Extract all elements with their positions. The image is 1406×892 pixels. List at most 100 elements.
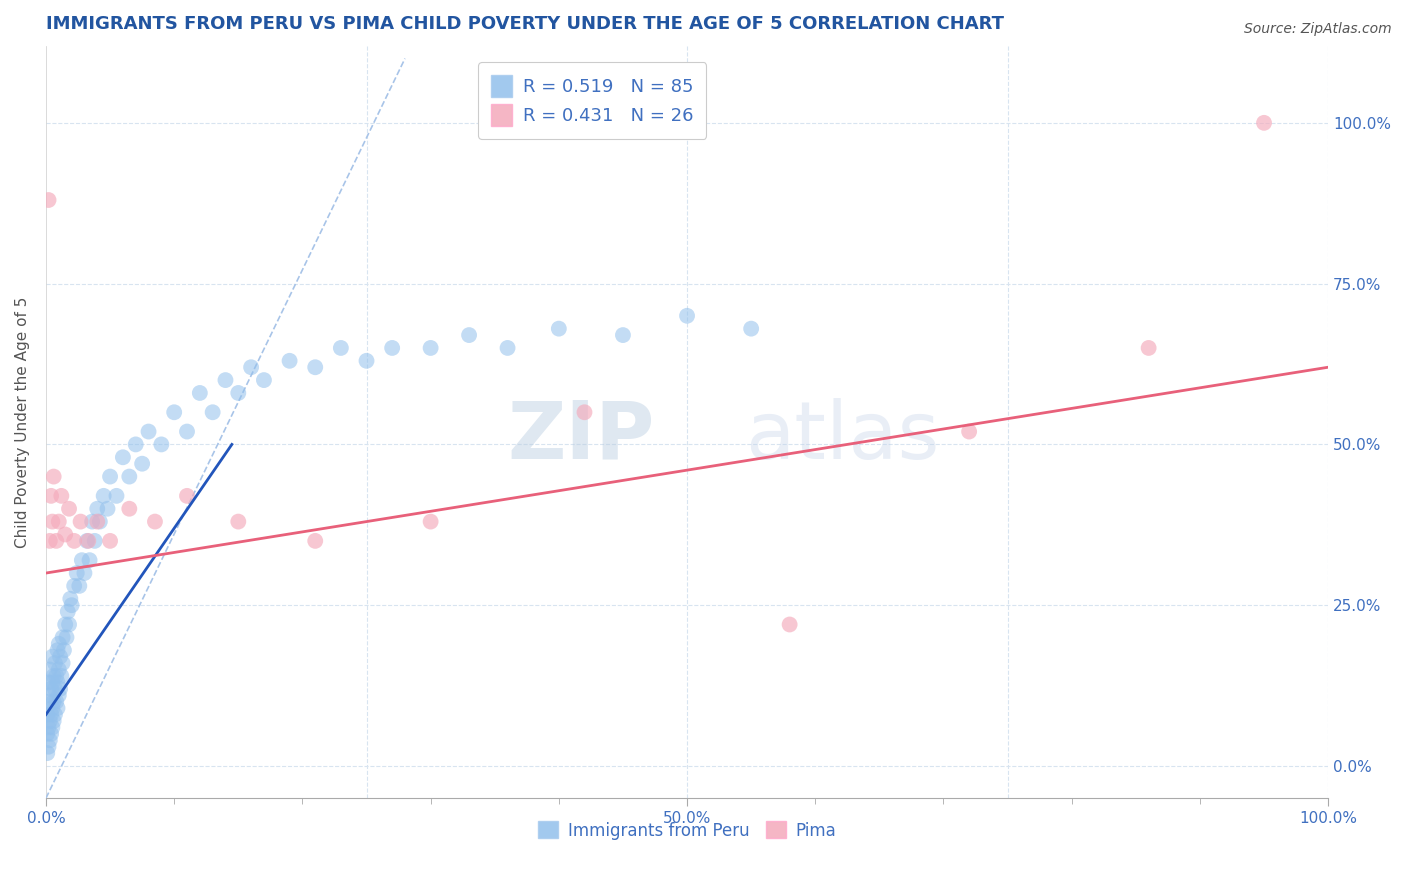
Point xyxy=(458,328,481,343)
Point xyxy=(48,688,70,702)
Text: ZIP: ZIP xyxy=(508,398,655,476)
Point xyxy=(547,321,569,335)
Text: Source: ZipAtlas.com: Source: ZipAtlas.com xyxy=(1244,22,1392,37)
Point xyxy=(98,533,121,548)
Point xyxy=(53,617,76,632)
Point xyxy=(214,373,236,387)
Point xyxy=(86,501,108,516)
Point xyxy=(41,720,63,734)
Point xyxy=(38,193,60,207)
Point xyxy=(226,515,249,529)
Point xyxy=(38,720,60,734)
Point xyxy=(76,533,98,548)
Point xyxy=(125,437,148,451)
Point xyxy=(37,746,59,760)
Point xyxy=(38,533,60,548)
Point xyxy=(53,527,76,541)
Point xyxy=(131,457,153,471)
Point xyxy=(39,727,62,741)
Point xyxy=(41,675,63,690)
Point xyxy=(55,631,77,645)
Text: atlas: atlas xyxy=(745,398,939,476)
Point xyxy=(66,566,89,580)
Point xyxy=(118,469,141,483)
Point xyxy=(46,675,69,690)
Point xyxy=(48,637,70,651)
Point xyxy=(41,701,63,715)
Point xyxy=(73,566,96,580)
Point xyxy=(49,649,72,664)
Point xyxy=(86,515,108,529)
Point xyxy=(98,469,121,483)
Point xyxy=(240,360,263,375)
Point xyxy=(42,669,65,683)
Point xyxy=(201,405,224,419)
Point xyxy=(79,553,101,567)
Point xyxy=(46,643,69,657)
Point xyxy=(45,533,67,548)
Point xyxy=(93,489,115,503)
Point xyxy=(226,386,249,401)
Point xyxy=(574,405,596,419)
Point xyxy=(82,515,104,529)
Point xyxy=(59,591,82,606)
Point xyxy=(89,515,111,529)
Point xyxy=(38,733,60,747)
Point xyxy=(419,341,441,355)
Point xyxy=(138,425,160,439)
Point xyxy=(44,681,66,696)
Point xyxy=(67,579,90,593)
Point xyxy=(49,681,72,696)
Point xyxy=(356,353,378,368)
Point xyxy=(150,437,173,451)
Point xyxy=(278,353,301,368)
Point xyxy=(740,321,762,335)
Point xyxy=(39,707,62,722)
Point xyxy=(44,656,66,670)
Point xyxy=(77,533,100,548)
Point xyxy=(63,579,86,593)
Point xyxy=(38,739,60,754)
Y-axis label: Child Poverty Under the Age of 5: Child Poverty Under the Age of 5 xyxy=(15,296,30,548)
Point xyxy=(52,656,75,670)
Point xyxy=(52,643,75,657)
Point xyxy=(51,669,73,683)
Point xyxy=(612,328,634,343)
Point xyxy=(779,617,801,632)
Point xyxy=(143,515,166,529)
Point xyxy=(41,649,63,664)
Point xyxy=(83,533,105,548)
Point xyxy=(1253,116,1275,130)
Point xyxy=(38,695,60,709)
Point xyxy=(496,341,519,355)
Point xyxy=(111,450,134,465)
Point xyxy=(38,688,60,702)
Point xyxy=(46,701,69,715)
Point xyxy=(63,533,86,548)
Legend: Immigrants from Peru, Pima: Immigrants from Peru, Pima xyxy=(531,814,844,847)
Point xyxy=(381,341,404,355)
Point xyxy=(45,669,67,683)
Point xyxy=(419,515,441,529)
Point xyxy=(176,425,198,439)
Point xyxy=(176,489,198,503)
Point xyxy=(42,714,65,728)
Point xyxy=(163,405,186,419)
Point xyxy=(37,707,59,722)
Point xyxy=(253,373,276,387)
Point xyxy=(51,489,73,503)
Point xyxy=(329,341,352,355)
Point xyxy=(52,631,75,645)
Point xyxy=(37,727,59,741)
Point xyxy=(56,605,79,619)
Point xyxy=(58,501,80,516)
Point xyxy=(38,675,60,690)
Point xyxy=(48,515,70,529)
Point xyxy=(105,489,128,503)
Point xyxy=(58,617,80,632)
Point xyxy=(676,309,699,323)
Point xyxy=(1137,341,1160,355)
Point xyxy=(48,663,70,677)
Point xyxy=(118,501,141,516)
Point xyxy=(44,707,66,722)
